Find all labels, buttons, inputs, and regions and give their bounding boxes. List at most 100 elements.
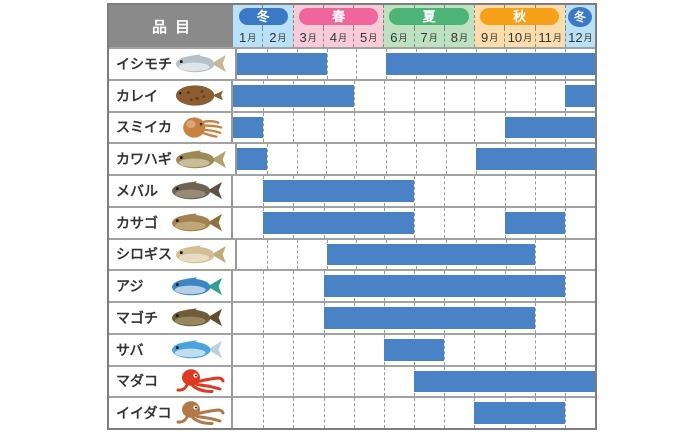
month-gridline — [266, 144, 268, 174]
month-gridline — [474, 80, 476, 111]
months-header: 冬春夏秋冬 1 月 2 月 3 月 4 月 5 月 6 月 7 月 8 月 9 月 10 月 11 月 12 月 — [233, 5, 595, 47]
species-name: アジ — [116, 278, 144, 295]
month-gridline — [263, 334, 265, 365]
month-gridline — [296, 144, 298, 174]
season-bar — [233, 84, 354, 107]
season-bar — [323, 275, 565, 297]
month-number: 8 — [450, 30, 458, 45]
month-gridline — [444, 80, 446, 111]
species-name: スミイカ — [116, 119, 172, 136]
species-icon-wrap — [168, 305, 226, 330]
mackerel-fish-icon — [172, 340, 222, 359]
month-unit: 月 — [583, 33, 593, 43]
species-icon-wrap — [168, 210, 226, 235]
month-gridline — [444, 207, 446, 238]
month-gridline — [534, 303, 536, 333]
species-name: カサゴ — [116, 214, 158, 231]
month-gridline — [383, 398, 385, 428]
month-gridline — [565, 239, 567, 270]
month-gridline — [326, 49, 328, 79]
month-unit: 月 — [368, 33, 378, 43]
table-row: イシモチ — [109, 47, 595, 79]
season-band-cell — [443, 5, 474, 28]
croaker-fish-icon — [176, 54, 226, 73]
season-band-cell — [322, 5, 353, 28]
octopus-icon — [176, 369, 225, 394]
month-gridline — [564, 271, 566, 301]
species-cell: カレイ — [109, 80, 233, 111]
month-gridline — [564, 334, 566, 365]
month-gridline — [293, 398, 295, 428]
season-bar — [237, 53, 327, 75]
small-octopus-icon — [176, 401, 225, 426]
species-name: マゴチ — [116, 309, 158, 326]
table-row: サバ — [109, 332, 595, 365]
month-gridline — [293, 271, 295, 301]
species-name: メバル — [116, 182, 158, 199]
month-gridline — [263, 303, 265, 333]
species-icon-wrap — [172, 51, 230, 76]
month-gridline — [323, 334, 325, 365]
season-band-cell — [413, 5, 444, 28]
month-unit: 月 — [277, 33, 287, 43]
rockfish-icon — [172, 181, 222, 200]
flathead-fish-icon — [172, 308, 222, 327]
month-gridline — [444, 334, 446, 365]
month-gridline — [353, 112, 355, 143]
month-gridline — [383, 112, 385, 143]
season-bar — [504, 211, 565, 234]
flounder-fish-icon — [175, 85, 223, 106]
season-band-cell — [474, 5, 505, 28]
species-name: カワハギ — [116, 151, 172, 168]
month-unit: 月 — [523, 33, 533, 43]
species-name: マダコ — [116, 373, 158, 390]
month-gridline — [263, 271, 265, 301]
month-gridline — [266, 239, 268, 270]
months-cell — [233, 303, 595, 333]
month-unit: 月 — [398, 33, 408, 43]
month-unit: 月 — [552, 33, 562, 43]
month-gridline — [353, 398, 355, 428]
month-gridline — [415, 144, 417, 174]
month-gridline — [263, 366, 265, 397]
table-row: シロギス — [109, 237, 595, 270]
month-gridline — [504, 176, 506, 206]
season-bar — [233, 116, 264, 139]
species-name: カレイ — [116, 87, 158, 104]
species-icon-wrap — [168, 178, 226, 203]
species-cell: メバル — [109, 176, 233, 206]
month-gridline — [293, 303, 295, 333]
month-gridline — [444, 176, 446, 206]
month-gridline — [386, 144, 388, 174]
months-cell — [233, 80, 595, 111]
species-cell: イイダコ — [109, 398, 233, 428]
month-gridline — [323, 112, 325, 143]
season-bar — [263, 211, 414, 234]
month-gridline — [323, 366, 325, 397]
month-gridline — [535, 239, 537, 270]
month-number: 5 — [360, 30, 368, 45]
species-icon-wrap — [172, 147, 230, 172]
season-band-cell — [564, 5, 595, 28]
season-bar — [504, 116, 595, 139]
species-icon-wrap — [176, 115, 226, 140]
table-row: マダコ — [109, 364, 595, 397]
species-icon-wrap — [172, 242, 230, 267]
season-bar — [414, 370, 595, 393]
species-icon-wrap — [170, 83, 226, 108]
month-gridline — [353, 80, 355, 111]
species-icon-wrap — [168, 337, 226, 362]
whiting-fish-icon — [176, 245, 226, 264]
species-icon-wrap — [174, 368, 226, 394]
table-body: イシモチ カレイ スミイカ カワハギ メバル カサゴ シロギス — [109, 47, 595, 428]
month-gridline — [263, 398, 265, 428]
species-cell: アジ — [109, 271, 233, 301]
month-gridline — [444, 398, 446, 428]
months-cell — [233, 271, 595, 301]
season-band-cell — [353, 5, 384, 28]
